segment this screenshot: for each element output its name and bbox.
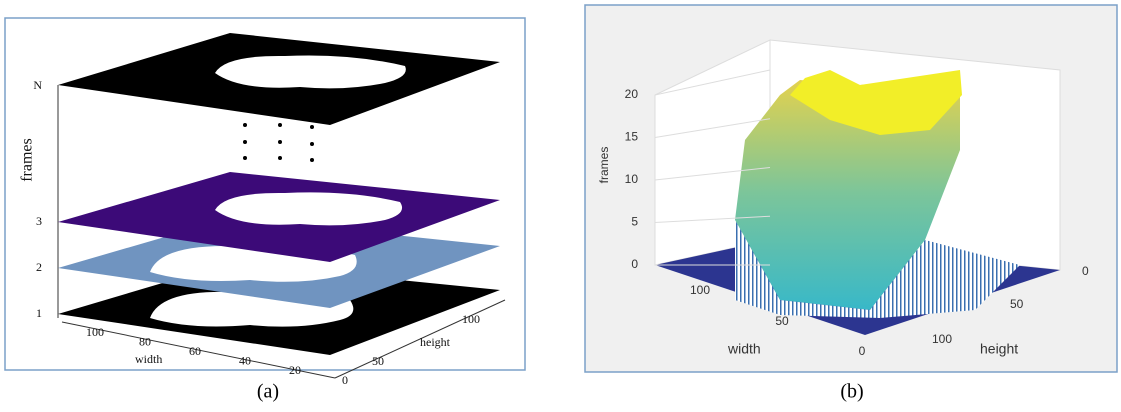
width-tick: 60 — [189, 344, 201, 358]
height-tick: 50 — [1010, 297, 1024, 311]
width-tick: 20 — [289, 363, 301, 377]
y-tick: 10 — [625, 172, 639, 186]
y-tick: 15 — [625, 130, 639, 144]
caption: (b) — [840, 381, 863, 403]
figure-svg: N 3 2 1 frames 100806040200 width 50 100… — [0, 0, 1121, 412]
width-tick: 100 — [86, 325, 104, 339]
width-tick: 80 — [139, 334, 151, 348]
frame-label: 1 — [36, 306, 42, 320]
width-label: width — [727, 341, 761, 357]
width-tick: 0 — [342, 373, 348, 387]
y-label: frames — [597, 147, 611, 184]
figure: N 3 2 1 frames 100806040200 width 50 100… — [0, 0, 1121, 412]
frame-label: 3 — [36, 214, 42, 228]
y-tick: 20 — [625, 87, 639, 101]
height-label: height — [420, 335, 451, 349]
y-tick: 0 — [631, 257, 638, 271]
blob — [215, 192, 402, 225]
height-tick: 100 — [932, 332, 952, 346]
width-tick: 40 — [239, 354, 251, 368]
height-tick: 100 — [462, 312, 480, 326]
width-tick: 100 — [690, 283, 710, 297]
y-label: frames — [19, 138, 36, 182]
frame-label: 2 — [36, 260, 42, 274]
width-tick: 50 — [775, 314, 789, 328]
height-label: height — [980, 341, 1018, 357]
width-tick: 0 — [859, 344, 866, 358]
y-tick: 5 — [631, 215, 638, 229]
frame-label: N — [33, 78, 42, 92]
width-label: width — [135, 352, 162, 366]
height-tick: 50 — [372, 354, 384, 368]
caption: (a) — [257, 381, 279, 403]
height-tick: 0 — [1082, 264, 1089, 278]
